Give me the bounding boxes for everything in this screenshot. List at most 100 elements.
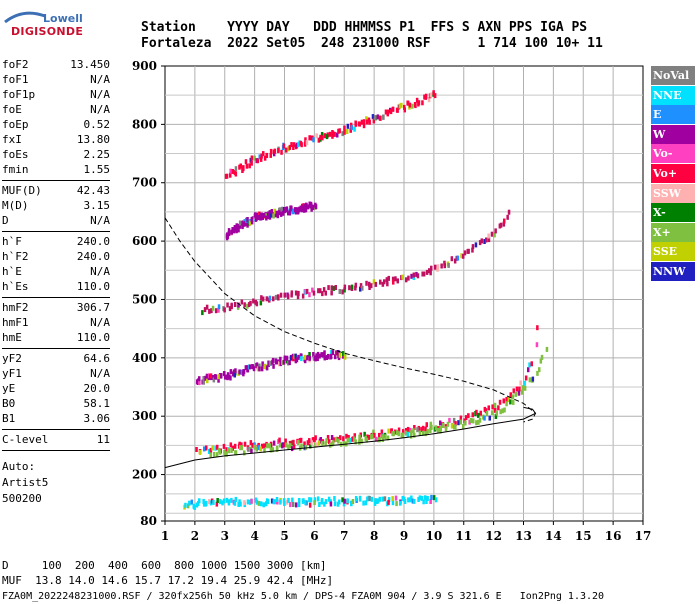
- trace-mark: [203, 446, 206, 452]
- trace-mark: [275, 359, 278, 365]
- trace-mark: [329, 501, 333, 507]
- trace-mark: [531, 376, 535, 382]
- trace-mark: [260, 295, 263, 301]
- param-separator: [2, 429, 110, 430]
- trace-mark: [283, 442, 287, 448]
- trace-mark: [341, 497, 344, 503]
- y-tick-label: 300: [132, 409, 157, 423]
- trace-mark: [380, 429, 384, 435]
- trace-mark: [425, 422, 428, 428]
- trace-mark: [188, 500, 191, 506]
- trace-mark: [354, 285, 357, 291]
- trace-mark: [211, 305, 215, 311]
- trace-mark: [354, 282, 358, 288]
- trace-mark: [467, 413, 470, 419]
- trace-mark: [261, 296, 265, 302]
- param-name: hmF1: [2, 316, 29, 329]
- trace-mark: [519, 380, 522, 386]
- trace-mark: [411, 498, 415, 504]
- trace-mark: [334, 285, 337, 290]
- trace-mark: [237, 502, 240, 507]
- trace-mark: [345, 129, 349, 134]
- trace-mark: [365, 437, 369, 443]
- param-value: 20.0: [83, 382, 111, 395]
- trace-mark: [407, 497, 410, 503]
- trace-mark: [269, 212, 273, 218]
- legend-item-e: E: [651, 105, 695, 125]
- trace-mark: [381, 281, 385, 287]
- trace-mark: [214, 445, 217, 451]
- trace-mark: [416, 273, 420, 279]
- trace-mark: [309, 497, 313, 503]
- trace-mark: [338, 352, 342, 358]
- trace-mark: [440, 263, 443, 269]
- trace-mark: [308, 352, 311, 357]
- trace-mark: [268, 443, 271, 449]
- trace-mark: [309, 201, 313, 207]
- trace-mark: [262, 151, 265, 157]
- param-name: h`F: [2, 235, 22, 248]
- trace-mark: [406, 426, 410, 432]
- param-name: D: [2, 214, 9, 227]
- trace-mark: [483, 239, 486, 244]
- param-row: foF2 13.450: [2, 58, 110, 73]
- trace-mark: [349, 127, 352, 133]
- trace-mark: [273, 499, 277, 505]
- trace-mark: [269, 152, 272, 158]
- trace-mark: [303, 441, 306, 447]
- trace-mark: [244, 365, 248, 371]
- trace-mark: [358, 121, 361, 127]
- trace-mark: [228, 230, 231, 236]
- trace-mark: [325, 438, 328, 444]
- trace-mark: [246, 367, 250, 373]
- param-separator: [2, 231, 110, 232]
- trace-mark: [319, 288, 322, 294]
- trace-mark: [330, 290, 333, 296]
- trace-mark: [366, 496, 369, 502]
- trace-mark: [478, 417, 482, 423]
- trace-mark: [265, 365, 269, 371]
- trace-mark: [469, 418, 473, 423]
- trace-mark: [421, 100, 424, 106]
- trace-mark: [506, 214, 509, 220]
- trace-mark: [295, 208, 298, 214]
- trace-mark: [477, 412, 480, 418]
- trace-mark: [301, 293, 305, 299]
- trace-mark: [311, 437, 315, 443]
- trace-mark: [354, 496, 358, 501]
- trace-mark: [460, 253, 463, 259]
- trace-mark: [391, 500, 395, 506]
- trace-mark: [395, 430, 399, 436]
- trace-mark: [287, 146, 290, 152]
- trace-mark: [308, 135, 311, 141]
- y-tick-label: 500: [132, 292, 157, 306]
- trace-mark: [241, 221, 245, 227]
- param-name: hmE: [2, 331, 22, 344]
- footer-info: D 100 200 400 600 800 1000 1500 3000 [km…: [2, 558, 604, 604]
- legend-item-sse: SSE: [651, 242, 695, 262]
- trace-mark: [202, 376, 205, 381]
- trace-mark: [509, 392, 512, 398]
- param-name: h`F2: [2, 250, 29, 263]
- trace-mark: [285, 499, 289, 505]
- trace-mark: [353, 126, 356, 132]
- trace-mark: [331, 131, 335, 137]
- trace-mark: [287, 444, 290, 450]
- trace-mark: [263, 155, 267, 161]
- trace-mark: [427, 97, 431, 103]
- trace-mark: [263, 364, 267, 370]
- trace-mark: [323, 350, 326, 356]
- trace-mark: [317, 288, 320, 294]
- trace-mark: [350, 284, 354, 290]
- trace-mark: [303, 354, 307, 360]
- trace-mark: [328, 439, 331, 445]
- trace-mark: [297, 440, 300, 445]
- trace-mark: [381, 496, 384, 502]
- trace-mark: [391, 106, 395, 112]
- trace-mark: [413, 425, 416, 430]
- trace-mark: [338, 289, 341, 294]
- trace-mark: [240, 442, 243, 448]
- trace-mark: [434, 425, 438, 431]
- trace-mark: [291, 497, 294, 503]
- x-tick-label: 6: [310, 529, 318, 543]
